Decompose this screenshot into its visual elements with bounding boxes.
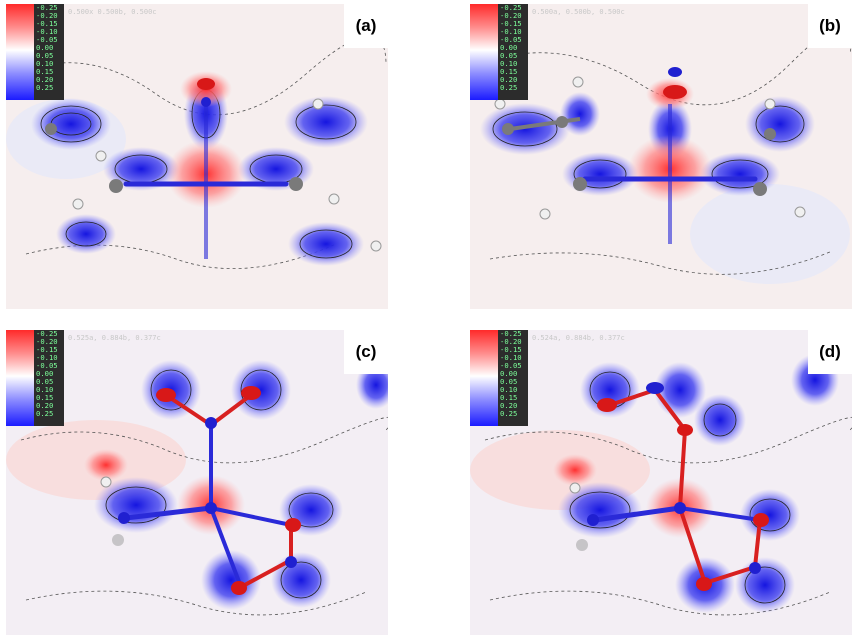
- color-scale: -0.25 -0.20 -0.15 -0.10 -0.05 0.00 0.05 …: [470, 4, 530, 100]
- scale-tick: -0.25: [36, 330, 58, 338]
- panel-d: -0.25 -0.20 -0.15 -0.10 -0.05 0.00 0.05 …: [470, 330, 852, 635]
- scale-tick: 0.25: [36, 83, 54, 92]
- panel-label: (d): [808, 330, 852, 374]
- scale-tick: -0.15: [500, 19, 522, 28]
- color-scale-gradient: [470, 330, 498, 426]
- scale-tick: 0.15: [500, 393, 518, 402]
- color-scale: -0.25 -0.20 -0.15 -0.10 -0.05 0.00 0.05 …: [6, 330, 66, 426]
- panel-label: (b): [808, 4, 852, 48]
- scale-tick: -0.10: [500, 353, 522, 362]
- panel-header: 0.525a, 0.884b, 0.377c: [68, 334, 161, 342]
- color-scale-gradient: [6, 330, 34, 426]
- scale-tick: 0.20: [36, 401, 54, 410]
- density-map-d: [470, 330, 852, 635]
- scale-tick: 0.05: [500, 377, 518, 386]
- density-map-c: [6, 330, 388, 635]
- panel-b: -0.25 -0.20 -0.15 -0.10 -0.05 0.00 0.05 …: [470, 4, 852, 309]
- scale-tick: -0.25: [36, 4, 58, 12]
- scale-tick: 0.25: [500, 83, 518, 92]
- scale-tick: -0.15: [500, 345, 522, 354]
- color-scale-ticks: -0.25 -0.20 -0.15 -0.10 -0.05 0.00 0.05 …: [34, 4, 64, 100]
- scale-tick: 0.15: [500, 67, 518, 76]
- scale-tick: -0.20: [36, 11, 58, 20]
- scale-tick: -0.05: [36, 35, 58, 44]
- panel-header: 0.500a, 0.500b, 0.500c: [532, 8, 625, 16]
- color-scale: -0.25 -0.20 -0.15 -0.10 -0.05 0.00 0.05 …: [470, 330, 530, 426]
- scale-tick: 0.00: [36, 43, 54, 52]
- scale-tick: 0.25: [500, 409, 518, 418]
- panel-header: 0.500x 0.500b, 0.500c: [68, 8, 157, 16]
- panel-label: (c): [344, 330, 388, 374]
- scale-tick: 0.10: [500, 385, 518, 394]
- density-map-b: [470, 4, 852, 309]
- scale-tick: -0.15: [36, 345, 58, 354]
- density-map-a: [6, 4, 388, 309]
- panel-c: -0.25 -0.20 -0.15 -0.10 -0.05 0.00 0.05 …: [6, 330, 388, 635]
- scale-tick: 0.25: [36, 409, 54, 418]
- color-scale-ticks: -0.25 -0.20 -0.15 -0.10 -0.05 0.00 0.05 …: [34, 330, 64, 426]
- scale-tick: 0.10: [36, 385, 54, 394]
- color-scale-gradient: [6, 4, 34, 100]
- scale-tick: -0.20: [36, 337, 58, 346]
- scale-tick: 0.15: [36, 393, 54, 402]
- panel-a: -0.25 -0.20 -0.15 -0.10 -0.05 0.00 0.05 …: [6, 4, 388, 309]
- scale-tick: -0.15: [36, 19, 58, 28]
- scale-tick: -0.20: [500, 337, 522, 346]
- scale-tick: -0.10: [36, 353, 58, 362]
- color-scale-ticks: -0.25 -0.20 -0.15 -0.10 -0.05 0.00 0.05 …: [498, 4, 528, 100]
- color-scale: -0.25 -0.20 -0.15 -0.10 -0.05 0.00 0.05 …: [6, 4, 66, 100]
- scale-tick: -0.25: [500, 4, 522, 12]
- scale-tick: -0.20: [500, 11, 522, 20]
- scale-tick: 0.20: [36, 75, 54, 84]
- panel-label: (a): [344, 4, 388, 48]
- scale-tick: 0.20: [500, 75, 518, 84]
- scale-tick: 0.05: [36, 51, 54, 60]
- scale-tick: 0.20: [500, 401, 518, 410]
- scale-tick: 0.10: [36, 59, 54, 68]
- scale-tick: -0.10: [36, 27, 58, 36]
- scale-tick: 0.00: [36, 369, 54, 378]
- scale-tick: 0.05: [36, 377, 54, 386]
- panel-header: 0.524a, 0.884b, 0.377c: [532, 334, 625, 342]
- scale-tick: -0.05: [500, 35, 522, 44]
- scale-tick: 0.00: [500, 369, 518, 378]
- scale-tick: -0.25: [500, 330, 522, 338]
- scale-tick: 0.15: [36, 67, 54, 76]
- color-scale-ticks: -0.25 -0.20 -0.15 -0.10 -0.05 0.00 0.05 …: [498, 330, 528, 426]
- color-scale-gradient: [470, 4, 498, 100]
- scale-tick: -0.05: [36, 361, 58, 370]
- scale-tick: -0.10: [500, 27, 522, 36]
- scale-tick: 0.05: [500, 51, 518, 60]
- scale-tick: 0.10: [500, 59, 518, 68]
- scale-tick: -0.05: [500, 361, 522, 370]
- scale-tick: 0.00: [500, 43, 518, 52]
